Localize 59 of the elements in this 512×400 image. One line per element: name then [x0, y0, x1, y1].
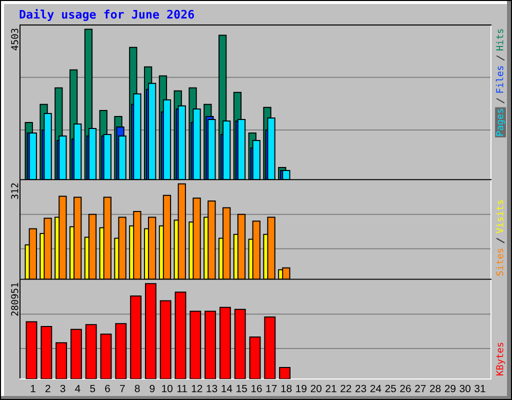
bar: [144, 283, 156, 379]
x-tick-label: 16: [251, 384, 262, 392]
x-tick-label: 29: [444, 384, 456, 392]
x-tick-label: 17: [266, 384, 277, 392]
x-tick-label: 24: [370, 384, 382, 392]
bar: [40, 326, 52, 379]
text: Files: [496, 66, 504, 93]
x-tick-label: 10: [162, 384, 172, 392]
text: Visits: [496, 200, 504, 234]
text: Sites: [496, 248, 504, 276]
x-tick-label: 8: [134, 384, 140, 392]
bar: [100, 334, 112, 379]
x-tick-label: 4: [75, 384, 80, 392]
bar: [56, 342, 68, 379]
bar: [264, 316, 276, 379]
bar: [160, 300, 172, 379]
x-tick-label: 12: [192, 384, 202, 392]
text: KBytes: [496, 342, 506, 376]
x-tick-label: 22: [340, 384, 352, 392]
text: Hits: [496, 29, 504, 50]
bar: [204, 310, 216, 379]
bar: [279, 367, 291, 379]
x-tick-label: 15: [236, 384, 247, 392]
x-tick-label: 13: [206, 384, 218, 392]
x-tick-label: 31: [474, 384, 486, 392]
x-tick-label: 9: [150, 384, 155, 392]
x-tick-label: 7: [120, 384, 125, 392]
text: 280951: [11, 282, 18, 316]
x-tick-label: 11: [177, 384, 187, 392]
x-tick-label: 30: [460, 384, 470, 392]
x-tick-label: 1: [30, 384, 36, 392]
x-tick-label: 14: [222, 384, 232, 392]
bar: [249, 336, 261, 379]
x-tick-label: 6: [105, 384, 110, 392]
bar: [115, 323, 127, 379]
bar: [130, 295, 142, 379]
text: 4503: [11, 28, 18, 50]
bar: [234, 308, 246, 379]
x-tick-label: 25: [385, 384, 396, 392]
bar: [190, 310, 202, 379]
x-tick-label: 18: [281, 384, 292, 392]
x-tick-label: 21: [326, 384, 336, 392]
bar: [26, 321, 38, 379]
x-tick-label: 23: [356, 384, 366, 392]
bar: [85, 324, 97, 379]
x-tick-label: 3: [60, 384, 66, 392]
bar: [174, 292, 186, 379]
text: 312: [11, 183, 18, 199]
x-tick-label: 26: [400, 384, 411, 392]
bar: [70, 328, 82, 379]
text: Pages: [496, 109, 506, 136]
x-tick-label: 27: [415, 384, 426, 392]
chart-title: Daily usage for June 2026: [20, 9, 194, 21]
x-tick-label: 28: [430, 384, 441, 392]
x-tick-label: 20: [310, 384, 322, 392]
x-tick-label: 2: [46, 384, 50, 392]
x-tick-label: 19: [296, 384, 306, 392]
x-tick-label: 5: [90, 384, 96, 392]
bar: [219, 306, 231, 379]
